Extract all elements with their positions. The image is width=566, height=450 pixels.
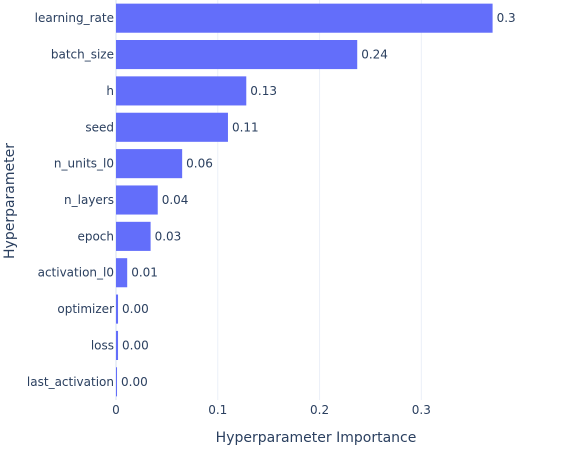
x-tick-label: 0.1 <box>208 403 227 417</box>
bars-layer <box>116 3 493 397</box>
value-label-optimizer: 0.00 <box>122 302 149 316</box>
bar-learning-rate[interactable] <box>116 3 493 33</box>
y-tick-label-last-activation: last_activation <box>27 375 114 389</box>
value-label-activation-l0: 0.01 <box>131 266 158 280</box>
bar-n-layers[interactable] <box>116 185 158 215</box>
bar-loss[interactable] <box>116 330 119 360</box>
value-label-last-activation: 0.00 <box>121 375 148 389</box>
x-tick-label: 0.2 <box>310 403 329 417</box>
y-tick-label-epoch: epoch <box>77 229 114 243</box>
y-tick-label-h: h <box>106 84 114 98</box>
value-labels-layer: 0.37 0.24 0.13 0.11 0.06 0.04 0.03 0.01 0.00 0.00… <box>121 11 524 389</box>
value-label-epoch: 0.03 <box>155 229 182 243</box>
bar-batch-size[interactable] <box>116 40 358 70</box>
bar-activation-l0[interactable] <box>116 258 128 288</box>
y-tick-label-activation-l0: activation_l0 <box>38 266 114 280</box>
y-tick-label-learning-rate: learning_rate <box>35 11 114 25</box>
y-tick-label-n-units-l0: n_units_l0 <box>54 157 114 171</box>
value-label-learning-rate: 0.37 <box>497 11 524 25</box>
bar-epoch[interactable] <box>116 221 151 251</box>
bar-seed[interactable] <box>116 112 228 142</box>
y-tick-label-n-layers: n_layers <box>64 193 114 207</box>
y-tick-label-seed: seed <box>85 120 114 134</box>
x-tick-labels: 0 0.1 0.2 0.3 <box>112 403 431 417</box>
value-label-seed: 0.11 <box>232 120 259 134</box>
y-axis-title: Hyperparameter <box>2 143 18 259</box>
bar-last-activation[interactable] <box>116 367 118 397</box>
bar-h[interactable] <box>116 76 247 106</box>
y-tick-label-batch-size: batch_size <box>51 48 114 62</box>
x-axis-title: Hyperparameter Importance <box>216 430 417 446</box>
x-tick-label: 0.3 <box>412 403 431 417</box>
bar-n-units-l0[interactable] <box>116 149 183 179</box>
value-label-n-layers: 0.04 <box>162 193 189 207</box>
value-label-loss: 0.00 <box>122 338 149 352</box>
y-tick-label-loss: loss <box>91 338 114 352</box>
x-tick-label: 0 <box>112 403 120 417</box>
y-tick-label-optimizer: optimizer <box>57 302 114 316</box>
bar-optimizer[interactable] <box>116 294 119 324</box>
value-label-n-units-l0: 0.06 <box>186 157 213 171</box>
value-label-batch-size: 0.24 <box>361 48 388 62</box>
value-label-h: 0.13 <box>250 84 277 98</box>
